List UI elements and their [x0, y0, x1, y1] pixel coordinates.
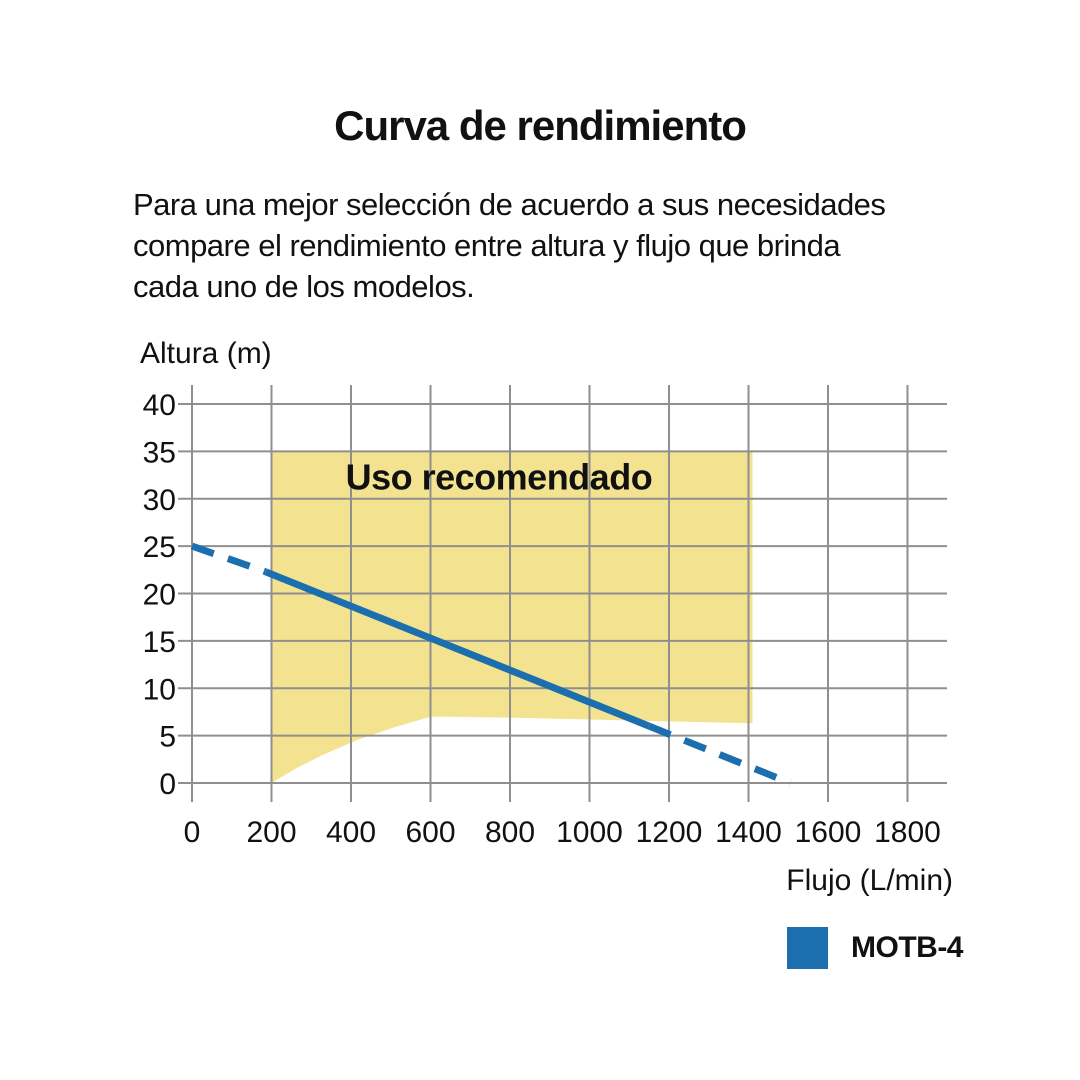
chart-description: Para una mejor selección de acuerdo a su…: [133, 184, 886, 307]
x-tick-label: 1800: [874, 816, 941, 849]
y-tick-label: 5: [159, 721, 176, 754]
legend: MOTB-4: [787, 926, 964, 970]
x-tick-label: 800: [485, 816, 535, 849]
y-tick-label: 10: [143, 673, 176, 706]
series-motb-4-dashed-segment: [190, 542, 267, 576]
y-tick-label: 15: [143, 626, 176, 659]
zone-label: Uso recomendado: [346, 456, 653, 497]
description-line-3: cada uno de los modelos.: [133, 269, 475, 304]
x-tick-label: 400: [326, 816, 376, 849]
recommended-zone: [271, 451, 753, 783]
y-tick-label: 20: [143, 579, 176, 612]
x-tick-label: 600: [405, 816, 455, 849]
legend-label-motb4: MOTB-4: [851, 931, 964, 964]
y-tick-label: 25: [143, 531, 176, 564]
x-tick-label: 1200: [636, 816, 703, 849]
series-motb-4-dashed-segment: [647, 722, 792, 787]
y-tick-label: 0: [159, 768, 176, 801]
x-tick-label: 1400: [715, 816, 782, 849]
description-line-2: compare el rendimiento entre altura y fl…: [133, 228, 841, 263]
legend-swatch-motb4: [787, 927, 828, 969]
series-motb-4-solid-segment: [264, 568, 651, 730]
x-tick-label: 1000: [556, 816, 623, 849]
x-tick-label: 200: [246, 816, 296, 849]
y-tick-label: 40: [143, 389, 176, 422]
y-tick-label: 30: [143, 484, 176, 517]
x-tick-label: 1600: [795, 816, 862, 849]
description-line-1: Para una mejor selección de acuerdo a su…: [133, 187, 886, 222]
y-tick-label: 35: [143, 436, 176, 469]
page-title: Curva de rendimiento: [334, 102, 747, 149]
y-axis-label: Altura (m): [140, 337, 272, 370]
x-axis-label: Flujo (L/min): [786, 864, 953, 897]
x-tick-label: 0: [184, 816, 201, 849]
